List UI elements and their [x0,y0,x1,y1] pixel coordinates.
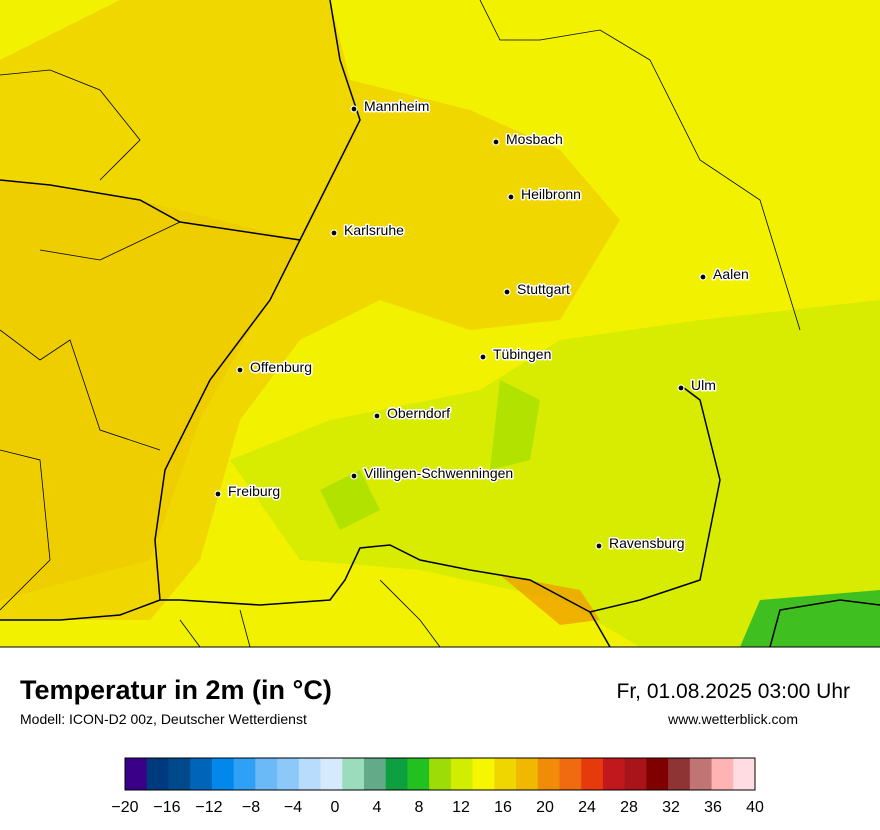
city-dot [507,193,515,201]
city-dot [479,353,487,361]
city-label: Villingen-Schwenningen [364,465,513,481]
colorbar-swatch [211,758,235,790]
colorbar-swatch [472,758,495,790]
colorbar: −20 −16 −12 −8 −4 0 4 8 12 16 20 24 28 32 36 40 [111,757,764,816]
title: Temperatur in 2m (in °C) [20,675,332,705]
city-dot [330,229,338,237]
city-label: Ravensburg [609,535,685,551]
colorbar-swatch [668,758,691,790]
colorbar-swatch [385,758,408,790]
colorbar-swatch [407,758,430,790]
colorbar-tick-label: 20 [536,799,554,816]
colorbar-tick-label: 8 [415,799,424,816]
colorbar-swatch [320,758,343,790]
colorbar-swatch [494,758,517,790]
colorbar-tick-label: 4 [373,799,382,816]
colorbar-swatch [168,758,191,790]
colorbar-swatch [646,758,669,790]
city-label: Freiburg [228,483,280,499]
city-label: Heilbronn [521,186,581,202]
city-label: Ulm [691,377,716,393]
city-dot [492,138,500,146]
colorbar-swatch [190,758,213,790]
subtitle: Modell: ICON-D2 00z, Deutscher Wetterdie… [20,711,307,727]
city-dot [236,366,244,374]
city-dot [595,542,603,550]
city-dot [503,288,511,296]
website: www.wetterblick.com [667,711,798,727]
colorbar-swatch [450,758,474,790]
colorbar-swatch [624,758,647,790]
districts [0,0,801,648]
city-dot [350,472,358,480]
colorbar-tick-label: 32 [662,799,680,816]
colorbar-swatch [146,758,169,790]
city-label: Aalen [713,266,749,282]
colorbar-swatch [363,758,387,790]
city-dot [677,384,685,392]
colorbar-tick-label: 0 [331,799,340,816]
borders [0,0,880,648]
colorbar-tick-label: −8 [242,799,260,816]
city-dot [214,490,222,498]
colorbar-swatch [298,758,322,790]
colorbar-frame [124,757,756,791]
colorbar-swatch [342,758,365,790]
colorbar-swatch [125,758,148,790]
colorbar-tick-label: −16 [153,799,180,816]
city-dot [699,273,707,281]
city-label: Karlsruhe [344,222,404,238]
colorbar-swatch [255,758,278,790]
colorbar-swatch [516,758,539,790]
colorbar-tick-label: 12 [452,799,470,816]
city-label: Offenburg [250,359,312,375]
colorbar-tick-label: 16 [494,799,512,816]
colorbar-swatch [733,758,756,790]
datetime: Fr, 01.08.2025 03:00 Uhr [617,680,851,703]
colorbar-swatch [711,758,734,790]
map [0,0,880,648]
city-dot [350,105,358,113]
city-label: Mannheim [364,98,429,114]
colorbar-swatch [429,758,452,790]
colorbar-swatch [537,758,560,790]
city-label: Tübingen [493,346,551,362]
colorbar-tick-label: 28 [620,799,638,816]
city-dot [373,412,381,420]
colorbar-tick-label: −4 [284,799,302,816]
colorbar-swatch [277,758,300,790]
colorbar-swatch [581,758,604,790]
colorbar-tick-label: 24 [578,799,596,816]
colorbar-tick-label: 40 [746,799,764,816]
colorbar-tick-label: −12 [195,799,222,816]
city-label: Stuttgart [517,281,570,297]
colorbar-swatch [689,758,713,790]
colorbar-tick-label: −20 [111,799,138,816]
colorbar-tick-label: 36 [704,799,722,816]
colorbar-swatch [233,758,256,790]
colorbar-swatch [559,758,582,790]
colorbar-swatch [602,758,626,790]
city-labels: Mannheim Mosbach Heilbronn Karlsruhe Aalen St… [214,97,750,553]
city-label: Mosbach [506,131,563,147]
city-label: Oberndorf [387,405,450,421]
